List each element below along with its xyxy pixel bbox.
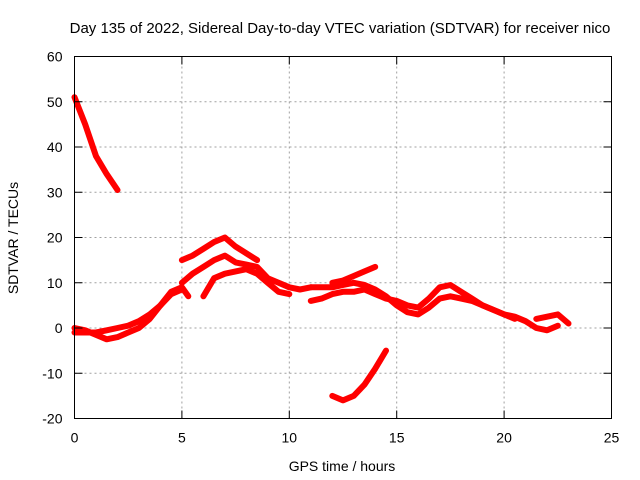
series-arc-11 (329, 347, 389, 404)
x-tick-label: 25 (604, 430, 620, 446)
series-arc-10 (533, 311, 572, 327)
x-tick-label: 15 (389, 430, 405, 446)
y-tick-label: 0 (55, 320, 63, 336)
grid (74, 56, 612, 419)
y-tick-label: 10 (47, 275, 63, 291)
series-arc-1 (71, 94, 121, 193)
plot-area (71, 94, 572, 404)
x-tick-label: 0 (71, 430, 79, 446)
x-tick-label: 10 (282, 430, 298, 446)
y-tick-label: -20 (42, 411, 62, 427)
x-tick-label: 20 (496, 430, 512, 446)
y-tick-label: 30 (47, 184, 63, 200)
y-tick-label: 20 (47, 230, 63, 246)
y-tick-label: 40 (47, 139, 63, 155)
series-arc-3 (71, 286, 185, 336)
series-arc-4 (178, 234, 261, 264)
series-arc-9 (307, 282, 518, 322)
y-axis-label: SDTVAR / TECUs (5, 182, 21, 294)
y-tick-label: 60 (47, 49, 63, 65)
x-tick-label: 5 (178, 430, 186, 446)
chart-title: Day 135 of 2022, Sidereal Day-to-day VTE… (70, 20, 611, 37)
y-tick-label: 50 (47, 94, 63, 110)
series-arc-6 (200, 266, 293, 300)
series-arc-7 (329, 263, 379, 286)
y-tick-label: -10 (42, 365, 62, 381)
x-axis-label: GPS time / hours (289, 458, 396, 474)
axis-ticks: 0 5 10 15 20 25 -20 -10 0 10 20 30 40 50 60 (42, 49, 619, 446)
series-arc-5 (178, 252, 314, 293)
